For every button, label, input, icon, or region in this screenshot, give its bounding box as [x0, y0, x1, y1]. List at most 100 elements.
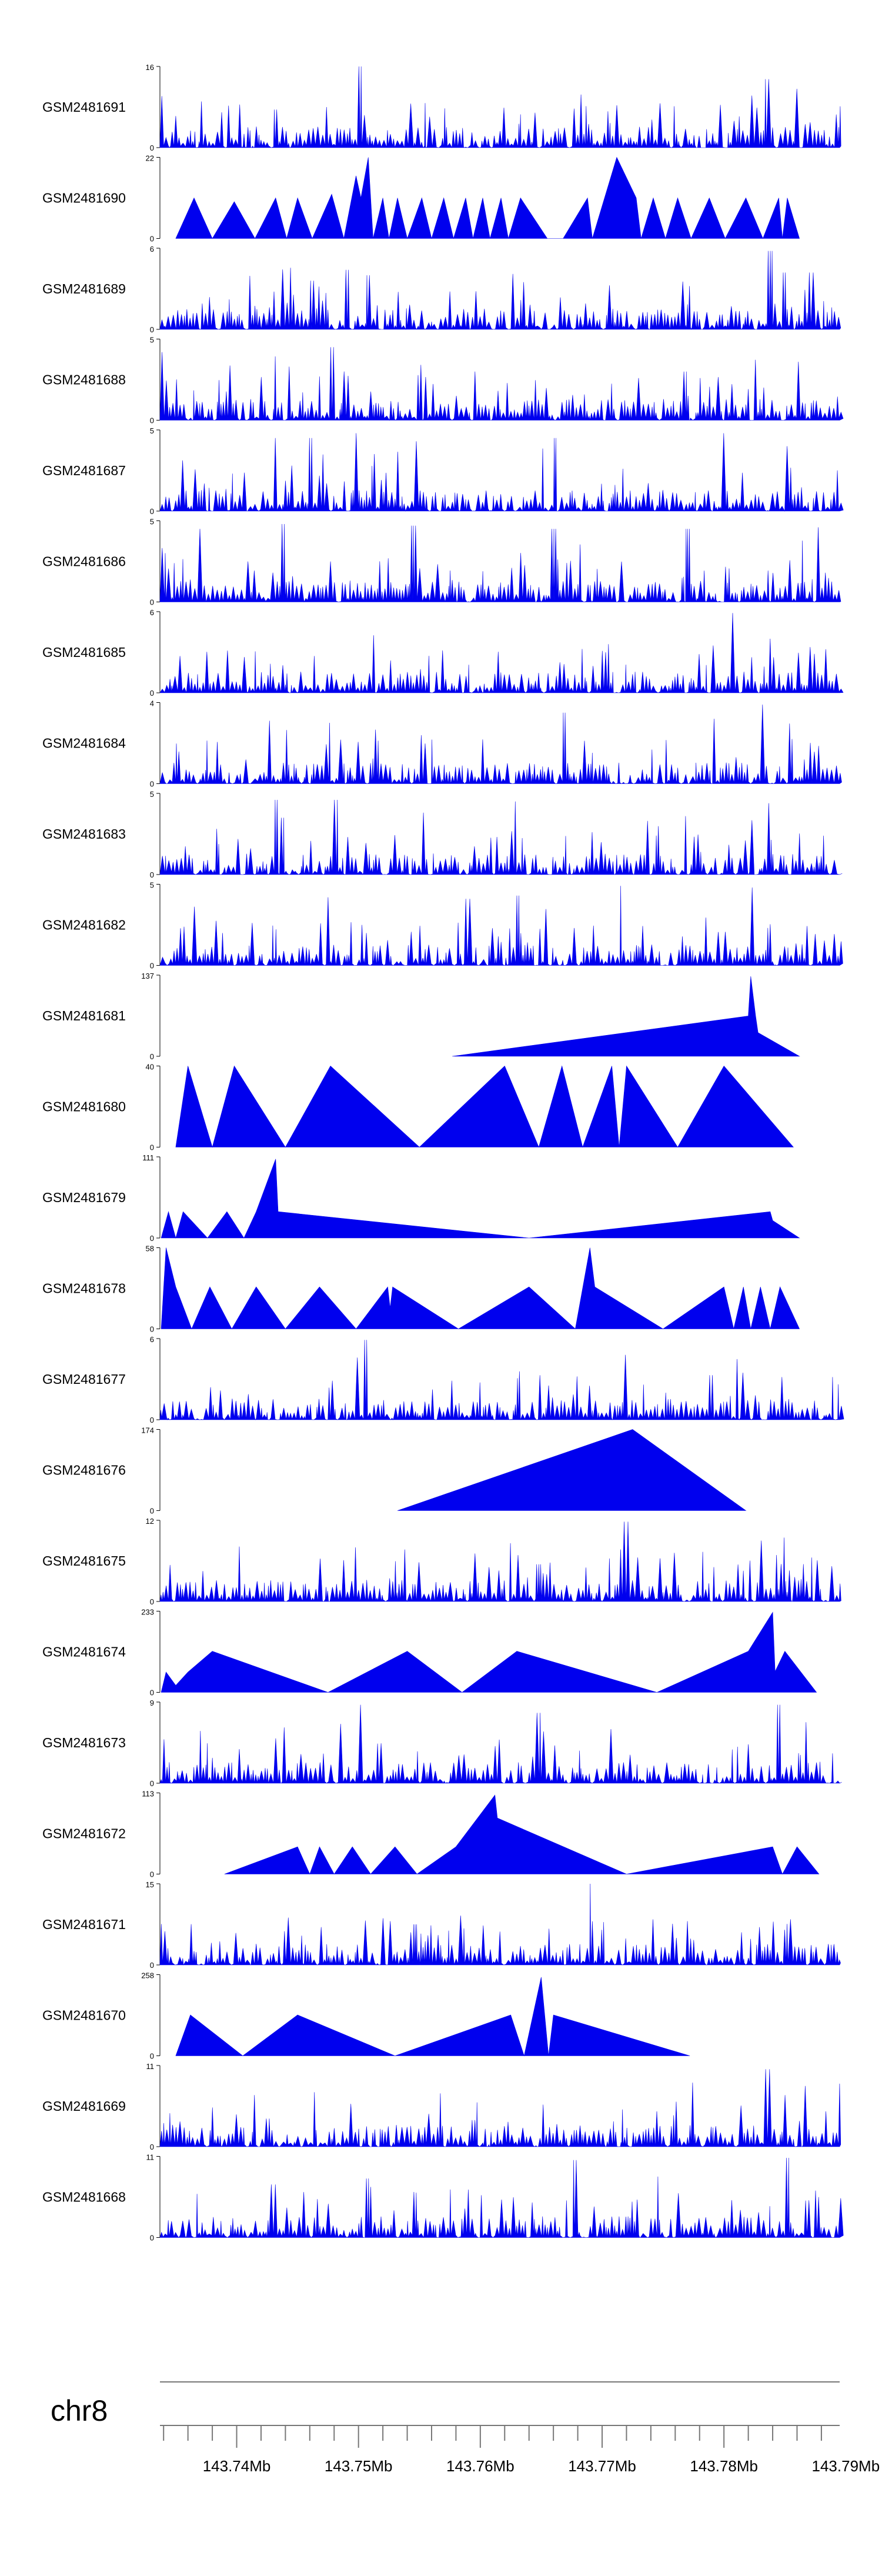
y-max-label: 233	[141, 1608, 154, 1617]
track-label: GSM2481685	[42, 645, 126, 660]
y-min-label: 0	[150, 325, 154, 334]
y-min-label: 0	[150, 144, 154, 152]
track-GSM2481677: GSM2481677 6 0	[42, 1335, 844, 1424]
signal-area	[159, 1340, 844, 1420]
signal-area	[159, 433, 844, 512]
track-label: GSM2481687	[42, 463, 126, 478]
y-min-label: 0	[150, 1416, 154, 1424]
y-max-label: 11	[146, 2153, 155, 2162]
track-label: GSM2481689	[42, 281, 126, 296]
track-GSM2481680: GSM2481680 40 0	[42, 1063, 794, 1152]
track-label: GSM2481682	[42, 917, 126, 933]
y-min-label: 0	[150, 507, 154, 516]
y-min-label: 0	[150, 1234, 154, 1243]
y-max-label: 22	[146, 154, 154, 163]
track-label: GSM2481680	[42, 1099, 126, 1115]
y-max-label: 111	[142, 1153, 154, 1162]
signal-area	[161, 1159, 800, 1239]
track-GSM2481682: GSM2481682 5 0	[42, 881, 843, 970]
track-GSM2481685: GSM2481685 6 0	[42, 608, 844, 698]
y-min-label: 0	[150, 416, 154, 425]
track-GSM2481673: GSM2481673 9 0	[42, 1699, 842, 1788]
track-GSM2481691: GSM2481691 16 0	[42, 63, 841, 152]
track-label: GSM2481681	[42, 1008, 126, 1023]
track-label: GSM2481671	[42, 1917, 126, 1932]
signal-area	[159, 704, 842, 785]
track-label: GSM2481690	[42, 191, 126, 206]
signal-area	[159, 613, 844, 693]
track-GSM2481688: GSM2481688 5 0	[42, 336, 844, 425]
track-label: GSM2481670	[42, 2008, 126, 2023]
signal-area	[159, 2157, 844, 2238]
y-min-label: 0	[150, 870, 154, 879]
signal-area	[159, 1883, 841, 1966]
signal-area	[397, 1429, 747, 1511]
track-GSM2481689: GSM2481689 6 0	[42, 245, 841, 334]
track-label: GSM2481686	[42, 554, 126, 569]
y-min-label: 0	[150, 1052, 154, 1061]
track-label: GSM2481675	[42, 1553, 126, 1569]
track-GSM2481675: GSM2481675 12 0	[42, 1517, 841, 1606]
track-GSM2481678: GSM2481678 58 0	[42, 1244, 800, 1334]
signal-area	[159, 1521, 841, 1602]
y-max-label: 11	[146, 2062, 155, 2071]
y-max-label: 4	[150, 699, 154, 708]
y-min-label: 0	[150, 689, 154, 698]
y-max-label: 12	[146, 1517, 154, 1526]
track-label: GSM2481676	[42, 1463, 126, 1478]
track-label: GSM2481673	[42, 1735, 126, 1750]
track-GSM2481690: GSM2481690 22 0	[42, 154, 800, 243]
track-GSM2481674: GSM2481674 233 0	[42, 1608, 817, 1697]
y-min-label: 0	[150, 962, 154, 970]
signal-area	[159, 66, 841, 148]
y-max-label: 15	[146, 1880, 154, 1889]
track-GSM2481670: GSM2481670 258 0	[42, 1971, 690, 2061]
track-label: GSM2481691	[42, 99, 126, 115]
y-min-label: 0	[150, 1507, 154, 1516]
signal-area	[224, 1794, 820, 1875]
genome-axis: chr8 143.74Mb 143.75Mb 143.76Mb 143.77Mb 143…	[51, 2381, 880, 2475]
y-min-label: 0	[150, 2143, 154, 2151]
x-tick-label: 143.75Mb	[325, 2457, 393, 2475]
y-max-label: 16	[146, 63, 154, 72]
signal-area	[161, 1247, 800, 1330]
signal-area	[175, 1065, 794, 1148]
y-min-label: 0	[150, 1961, 154, 1970]
y-max-label: 5	[150, 790, 154, 799]
track-label: GSM2481668	[42, 2190, 126, 2205]
y-max-label: 5	[150, 881, 154, 890]
y-min-label: 0	[150, 1870, 154, 1879]
track-GSM2481686: GSM2481686 5 0	[42, 518, 841, 607]
y-min-label: 0	[150, 1689, 154, 1697]
track-GSM2481681: GSM2481681 137 0	[42, 972, 800, 1061]
y-max-label: 258	[141, 1971, 154, 1980]
y-max-label: 174	[141, 1426, 154, 1435]
y-min-label: 0	[150, 1597, 154, 1606]
track-label: GSM2481669	[42, 2098, 126, 2114]
y-min-label: 0	[150, 235, 154, 243]
track-GSM2481684: GSM2481684 4 0	[42, 699, 842, 789]
track-label: GSM2481679	[42, 1190, 126, 1205]
x-tick-label: 143.76Mb	[446, 2457, 514, 2475]
signal-area	[159, 2069, 841, 2148]
track-label: GSM2481672	[42, 1826, 126, 1841]
track-label: GSM2481674	[42, 1644, 126, 1660]
x-tick-label: 143.79Mb	[812, 2457, 880, 2475]
y-max-label: 58	[146, 1244, 154, 1253]
y-min-label: 0	[150, 1779, 154, 1788]
x-tick-label: 143.74Mb	[203, 2457, 271, 2475]
signal-area	[159, 523, 841, 603]
signal-area	[159, 251, 841, 331]
y-max-label: 6	[150, 608, 154, 617]
signal-tracks: GSM2481691160GSM2481690220GSM248168960GS…	[42, 63, 844, 2243]
y-min-label: 0	[150, 598, 154, 607]
signal-area	[452, 976, 800, 1057]
y-max-label: 5	[150, 426, 154, 435]
y-max-label: 6	[150, 245, 154, 253]
signal-area	[159, 347, 844, 421]
track-label: GSM2481677	[42, 1372, 126, 1387]
signal-area	[175, 156, 800, 239]
chromosome-label: chr8	[51, 2394, 108, 2427]
y-max-label: 5	[150, 336, 154, 345]
